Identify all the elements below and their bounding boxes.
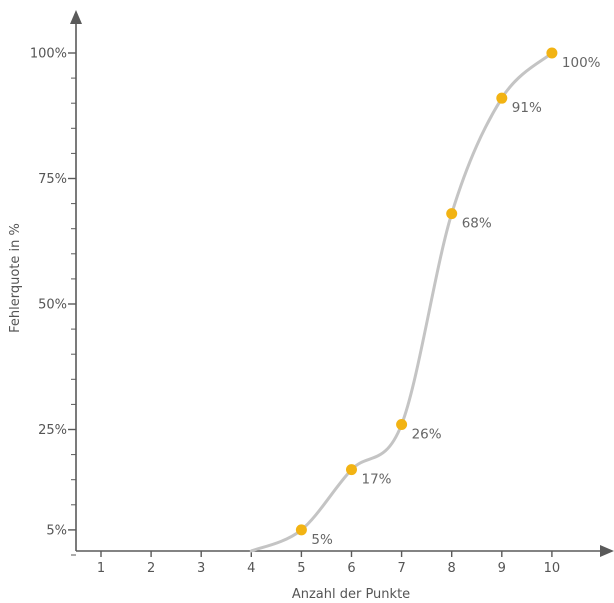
x-axis-arrow — [600, 545, 614, 557]
data-label: 26% — [412, 426, 442, 442]
x-tick-label: 8 — [448, 561, 456, 576]
x-tick-label: 5 — [297, 561, 305, 576]
x-tick-label: 7 — [397, 561, 405, 576]
data-labels: 5% 17% 26% 68% 91% 100% — [311, 55, 600, 548]
tick-marks — [68, 52, 553, 557]
x-tick-label: 4 — [247, 561, 255, 576]
data-point — [446, 208, 458, 220]
y-tick-label: 75% — [38, 172, 67, 187]
data-point — [295, 524, 307, 536]
data-label: 91% — [512, 100, 542, 116]
data-label: 17% — [362, 472, 392, 488]
y-axis-arrow — [70, 10, 82, 24]
data-point — [396, 418, 408, 430]
series-curve — [249, 51, 554, 553]
data-point — [496, 92, 508, 104]
data-point — [346, 464, 357, 476]
y-tick-label: 5% — [46, 523, 67, 538]
data-label: 5% — [311, 532, 333, 548]
x-tick-label: 2 — [147, 561, 155, 576]
x-tick-label: 9 — [498, 561, 506, 576]
y-tick-label: 100% — [30, 47, 67, 62]
y-tick-label: 25% — [38, 423, 67, 438]
x-tick-label: 1 — [97, 561, 105, 576]
axes — [70, 10, 614, 557]
tick-labels: 1 2 3 4 5 6 7 8 9 10 5% 25% 50% 75% 100% — [30, 47, 560, 577]
data-label: 68% — [462, 216, 492, 232]
x-axis-title: Anzahl der Punkte — [292, 587, 410, 602]
data-label: 100% — [562, 55, 601, 71]
x-tick-label: 3 — [197, 561, 205, 576]
x-tick-label: 6 — [347, 561, 355, 576]
data-point — [546, 47, 558, 59]
y-axis-title: Fehlerquote in % — [8, 223, 23, 333]
y-tick-label: 50% — [38, 298, 67, 313]
x-tick-label: 10 — [544, 561, 561, 576]
data-points — [295, 47, 558, 536]
